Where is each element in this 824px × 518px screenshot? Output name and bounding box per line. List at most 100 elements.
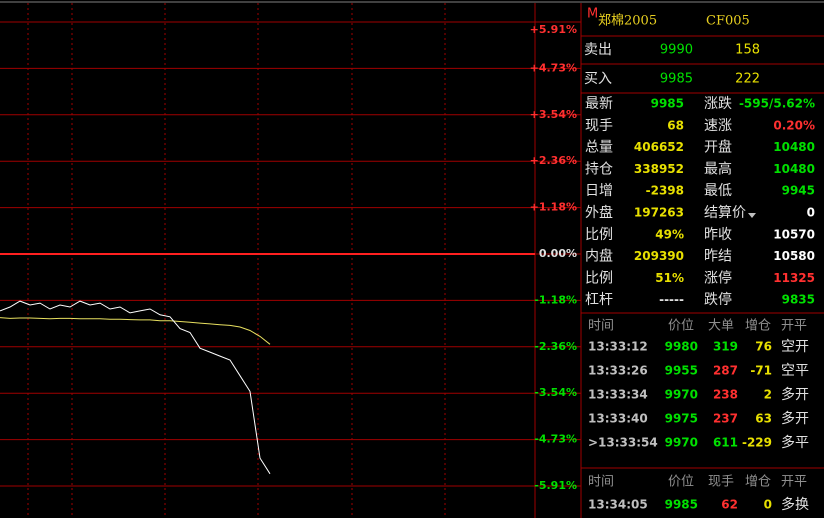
table-header: 价位	[668, 319, 694, 334]
table-cell: 13:33:34	[588, 388, 648, 402]
stat-label: 最高	[704, 160, 732, 177]
stat-label: 昨收	[704, 227, 732, 243]
stat-label: 最低	[704, 183, 732, 199]
axis-label: +5.91%	[530, 23, 577, 36]
stat-label: 最新	[585, 96, 613, 112]
average-line	[0, 317, 271, 345]
stat-label: 外盘	[585, 204, 613, 221]
table-header: 价位	[668, 475, 694, 490]
axis-label: 0.00%	[539, 247, 577, 260]
table-header: 时间	[588, 319, 614, 334]
stat-value: 9835	[782, 293, 815, 307]
table-cell: 76	[755, 340, 772, 354]
table-cell: 287	[713, 364, 738, 378]
table-header: 时间	[588, 475, 614, 490]
table-cell: 9970	[665, 388, 698, 402]
axis-label: +1.18%	[530, 201, 577, 214]
stat-value: 406652	[634, 140, 684, 154]
stat-label: 比例	[585, 227, 613, 243]
stat-value: 10480	[773, 140, 815, 154]
table-header: 大单	[708, 319, 734, 334]
table-cell: 13:33:12	[588, 340, 648, 354]
table-cell: 13:34:05	[588, 498, 648, 512]
stat-label: 现手	[585, 118, 613, 134]
stat-label: 总量	[585, 140, 613, 156]
table-header: 开平	[781, 319, 807, 334]
stat-value: 51%	[655, 271, 684, 285]
stat-value: 209390	[634, 249, 684, 263]
stat-value: 11325	[773, 271, 815, 285]
table-cell: 多开	[781, 410, 809, 427]
table-cell: 多平	[781, 434, 809, 451]
contract-code: CF005	[706, 14, 750, 29]
axis-label: -3.54%	[534, 386, 577, 399]
stat-label: 杠杆	[585, 292, 613, 308]
stat-label: 持仓	[585, 161, 613, 177]
stat-value: 0.20%	[773, 118, 815, 132]
table-cell: 238	[713, 388, 738, 402]
table-cell: 多换	[781, 496, 809, 513]
table-cell: 9975	[665, 412, 698, 426]
table-header: 开平	[781, 475, 807, 490]
table-cell: 空开	[781, 339, 809, 355]
stat-label: 比例	[585, 270, 613, 286]
axis-label: -1.18%	[534, 293, 577, 306]
stat-label: 涨停	[704, 269, 732, 286]
dropdown-icon	[748, 213, 756, 218]
stat-label: 速涨	[704, 118, 732, 134]
table-cell: 9980	[665, 340, 698, 354]
axis-label: -2.36%	[534, 340, 577, 353]
table-cell: -71	[750, 364, 772, 378]
stat-value: -2398	[646, 184, 684, 198]
quote-label: 买入	[584, 71, 612, 87]
table-cell: >13:33:54	[588, 436, 658, 450]
stat-label: 跌停	[704, 291, 732, 308]
price-line	[0, 300, 271, 475]
quote-label: 卖出	[584, 42, 612, 58]
quote-price: 9985	[660, 72, 693, 87]
table-cell: 空平	[781, 363, 809, 379]
table-cell: 0	[764, 498, 772, 512]
stat-value: -----	[659, 293, 684, 307]
stat-value: 10480	[773, 162, 815, 176]
stat-value: 10570	[773, 227, 815, 241]
table-cell: 9955	[665, 364, 698, 378]
axis-label: -5.91%	[534, 479, 577, 492]
stat-label: 昨结	[704, 249, 732, 265]
table-cell: 611	[713, 436, 738, 450]
market-mark: M	[587, 7, 598, 22]
stat-label: 日增	[585, 183, 613, 199]
table-cell: 2	[764, 388, 772, 402]
stat-value: -595/5.62%	[739, 97, 815, 111]
stat-value: 0	[807, 206, 815, 220]
table-cell: 9970	[665, 436, 698, 450]
stat-value: 338952	[634, 162, 684, 176]
table-cell: 多开	[781, 386, 809, 403]
stat-label: 开盘	[704, 139, 732, 156]
table-cell: -229	[742, 436, 772, 450]
contract-name: 郑棉2005	[598, 14, 657, 29]
stat-value: 197263	[634, 206, 684, 220]
stat-label: 结算价	[704, 205, 746, 221]
table-cell: 13:33:40	[588, 412, 648, 426]
axis-label: +2.36%	[530, 154, 577, 167]
stat-value: 9945	[782, 184, 815, 198]
stat-value: 49%	[655, 227, 684, 241]
quote-volume: 158	[735, 43, 760, 58]
table-header: 增仓	[745, 319, 771, 334]
table-cell: 13:33:26	[588, 364, 648, 378]
table-cell: 237	[713, 412, 738, 426]
table-cell: 9985	[665, 498, 698, 512]
stat-label: 内盘	[585, 248, 613, 265]
quote-panel: M 郑棉2005 CF005 卖出 9990 158 买入 9985 222 最新 9985 涨…	[581, 7, 824, 513]
stat-value: 10580	[773, 249, 815, 263]
table-cell: 319	[713, 340, 738, 354]
table-header: 现手	[708, 475, 734, 490]
axis-label: +3.54%	[530, 108, 577, 121]
table-header: 增仓	[745, 475, 771, 490]
axis-label: +4.73%	[530, 61, 577, 74]
stat-value: 9985	[651, 97, 684, 111]
quote-price: 9990	[660, 43, 693, 58]
